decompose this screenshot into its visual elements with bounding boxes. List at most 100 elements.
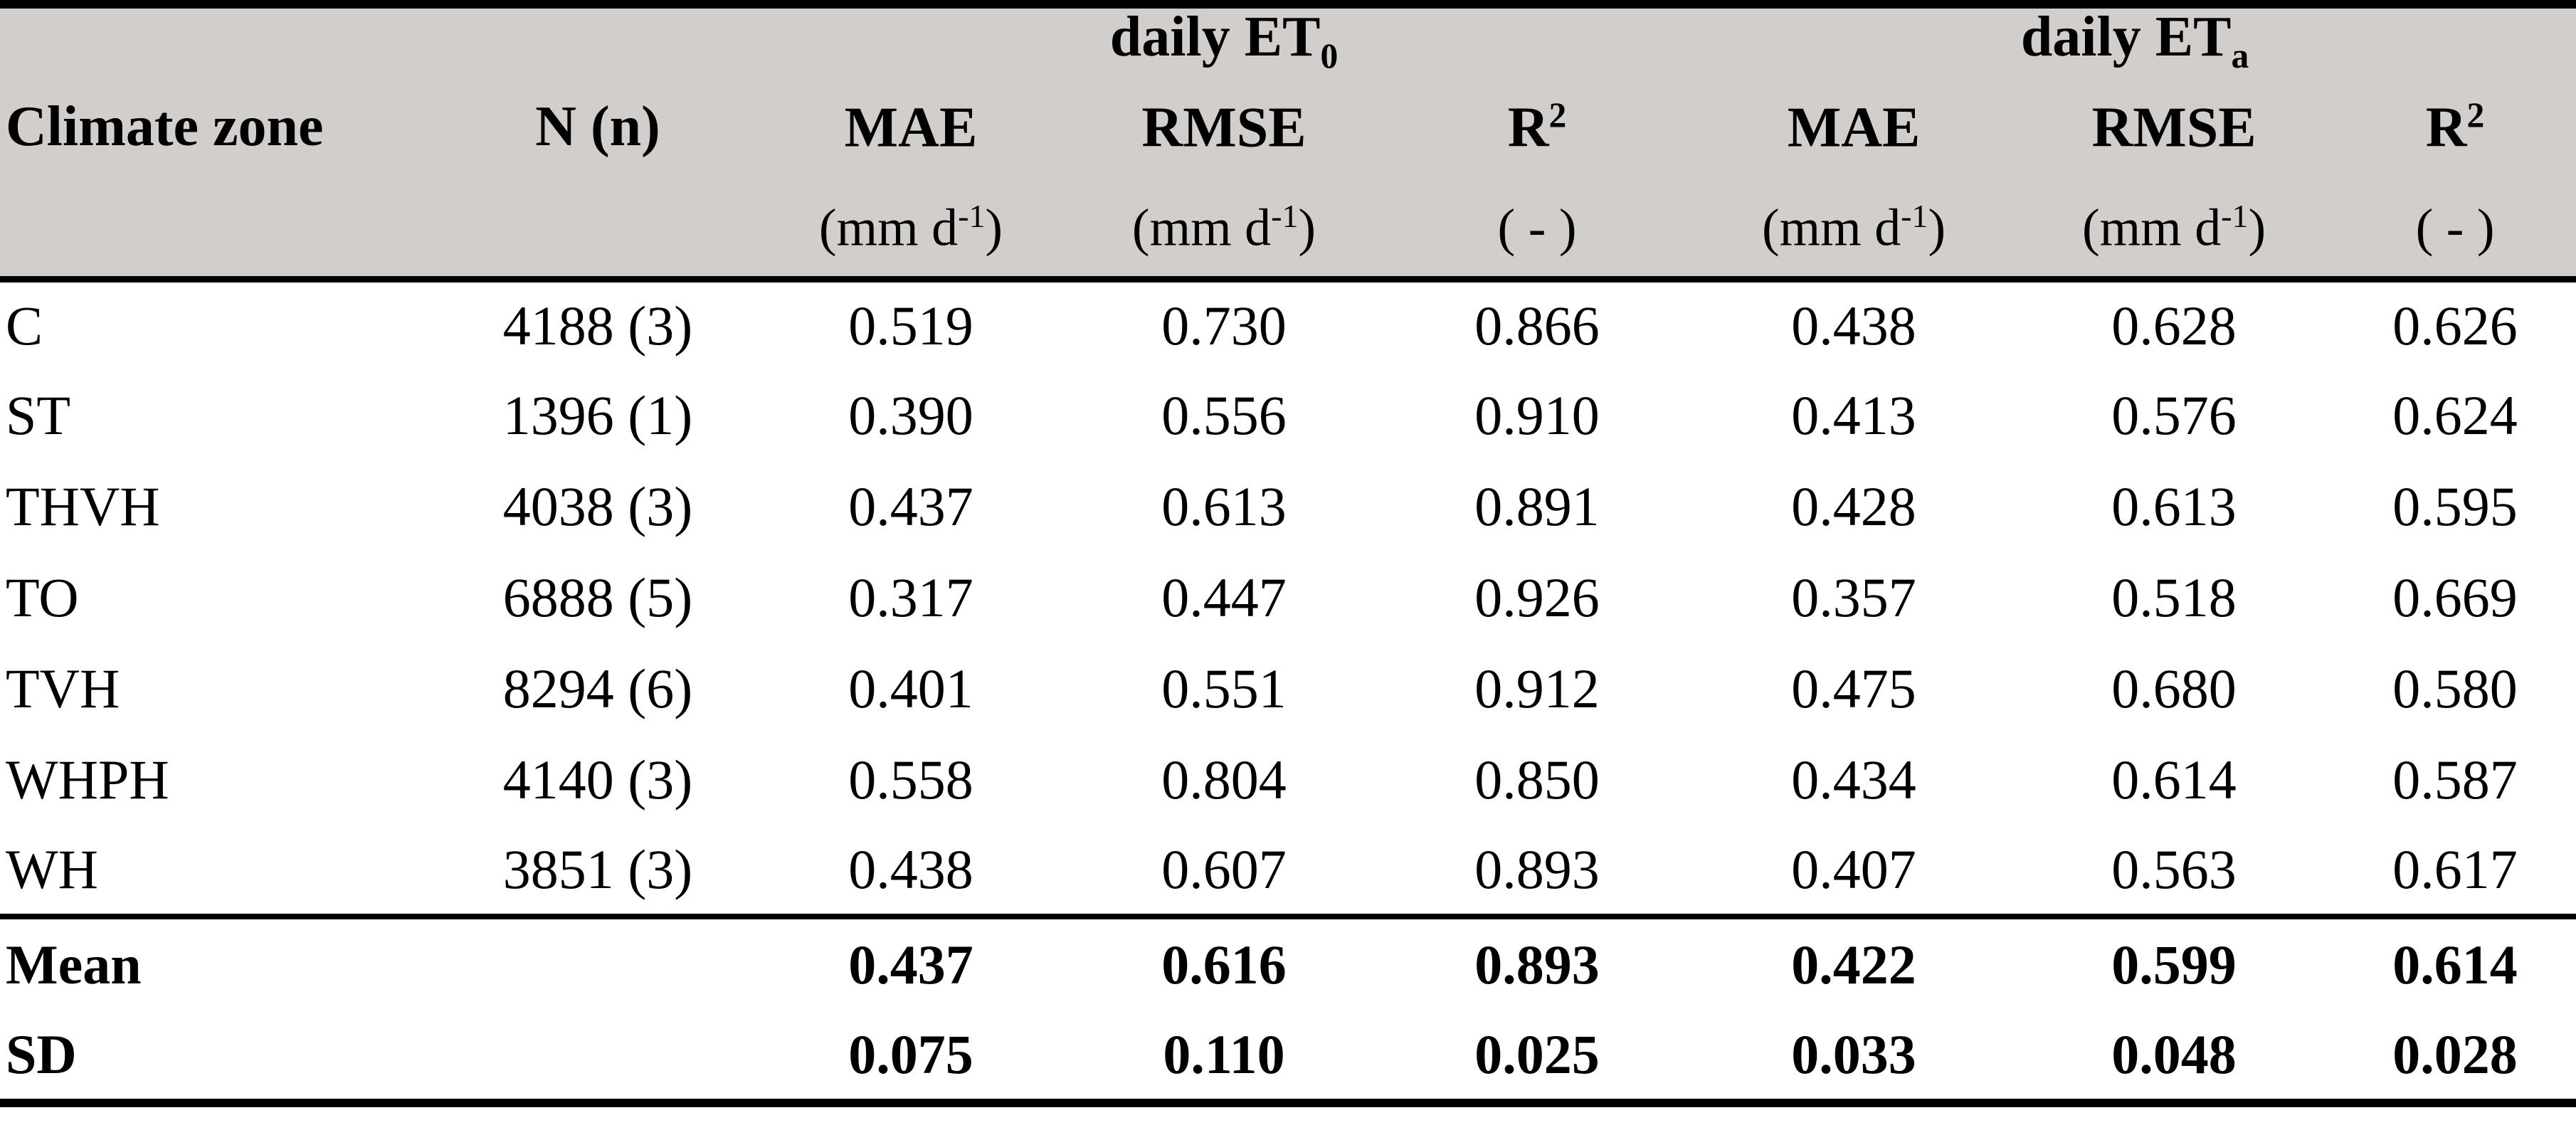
table-cell: 0.518 xyxy=(2111,566,2237,628)
table-cell: 0.407 xyxy=(1791,838,1916,900)
unit-text: (mm d xyxy=(818,199,959,258)
table-cell: 6888 (5) xyxy=(502,566,693,628)
unit-rmse-eta: (mm d-1) xyxy=(2014,179,2335,282)
table-cell: 0.434 xyxy=(1791,749,1916,810)
table-cell: 0.804 xyxy=(1161,749,1287,810)
unit-text: ) xyxy=(1928,199,1946,258)
table-cell: 1396 (1) xyxy=(502,384,693,446)
table-cell: 0.614 xyxy=(2334,914,2576,1010)
table-cell: 0.680 xyxy=(2111,658,2237,719)
row-label: THVH xyxy=(6,475,160,537)
row-label: WH xyxy=(6,838,98,900)
unit-text: (mm d xyxy=(1761,199,1901,258)
table-cell: 0.317 xyxy=(848,566,973,628)
table-cell: 0.576 xyxy=(2111,384,2237,446)
group-label-et0: daily ET xyxy=(1109,6,1321,69)
table-cell: 0.028 xyxy=(2392,1023,2518,1085)
table-cell: 4140 (3) xyxy=(502,749,693,810)
table-cell: 0.048 xyxy=(2111,1023,2237,1085)
table-cell: 0.617 xyxy=(2392,838,2518,900)
metric-label: R xyxy=(1507,96,1549,159)
table-cell: 0.912 xyxy=(1474,658,1600,719)
table-cell: 0.613 xyxy=(1161,475,1287,537)
spacer-cell xyxy=(0,179,441,282)
group-label-eta-subscript: a xyxy=(2231,36,2249,76)
table-cell: 0.893 xyxy=(1474,838,1600,900)
row-label: TO xyxy=(6,566,79,628)
table-cell: 0.624 xyxy=(2392,384,2518,446)
unit-text: ( - ) xyxy=(2415,199,2495,258)
table-cell: 0.626 xyxy=(2392,295,2518,357)
spacer-cell xyxy=(441,179,754,282)
spacer-cell xyxy=(441,4,754,74)
unit-superscript: -1 xyxy=(958,198,986,235)
table-cell: 0.447 xyxy=(1161,566,1287,628)
table-cell: 0.357 xyxy=(1791,566,1916,628)
table-row-c: C 4188 (3) 0.519 0.730 0.866 0.438 0.628… xyxy=(0,279,2576,370)
table-cell: 0.614 xyxy=(2111,749,2237,810)
metric-header-row: Climate zone N (n) MAE RMSE R2 MAE RMSE … xyxy=(0,74,2576,179)
row-label: Mean xyxy=(0,914,441,1010)
table-cell: 0.616 xyxy=(1067,914,1381,1010)
table-cell: 0.075 xyxy=(848,1023,973,1085)
table-cell: 0.595 xyxy=(2392,475,2518,537)
table-cell: 0.551 xyxy=(1161,658,1287,719)
metric-label: RMSE xyxy=(2091,96,2256,159)
table-cell: 0.556 xyxy=(1161,384,1287,446)
table-cell: 0.563 xyxy=(2111,838,2237,900)
group-header-daily-eta: daily ETa xyxy=(1694,4,2576,74)
unit-mae-eta: (mm d-1) xyxy=(1694,179,2015,282)
table-cell: 0.891 xyxy=(1474,475,1600,537)
summary-row-sd: SD 0.075 0.110 0.025 0.033 0.048 0.028 xyxy=(0,1010,2576,1103)
table-cell xyxy=(441,914,754,1010)
row-label: TVH xyxy=(6,658,120,719)
unit-mae-et0: (mm d-1) xyxy=(754,179,1067,282)
row-label: C xyxy=(6,295,43,357)
table-cell: 3851 (3) xyxy=(502,838,693,900)
table-cell: 0.893 xyxy=(1381,914,1694,1010)
table-cell: 0.110 xyxy=(1163,1023,1285,1085)
table-cell: 0.910 xyxy=(1474,384,1600,446)
table-cell: 0.580 xyxy=(2392,658,2518,719)
table-body: C 4188 (3) 0.519 0.730 0.866 0.438 0.628… xyxy=(0,279,2576,1103)
table-cell: 0.475 xyxy=(1791,658,1916,719)
metric-superscript: 2 xyxy=(1548,95,1567,134)
table-cell: 0.519 xyxy=(848,295,973,357)
table-cell: 0.401 xyxy=(848,658,973,719)
unit-rmse-et0: (mm d-1) xyxy=(1067,179,1381,282)
unit-text: ) xyxy=(1298,199,1316,258)
table-row-thvh: THVH 4038 (3) 0.437 0.613 0.891 0.428 0.… xyxy=(0,461,2576,552)
col-header-rmse-et0: RMSE xyxy=(1067,74,1381,179)
table-cell: 0.422 xyxy=(1694,914,2015,1010)
table-row-whph: WHPH 4140 (3) 0.558 0.804 0.850 0.434 0.… xyxy=(0,734,2576,825)
table-cell: 0.628 xyxy=(2111,295,2237,357)
unit-text: ) xyxy=(985,199,1003,258)
table-row-tvh: TVH 8294 (6) 0.401 0.551 0.912 0.475 0.6… xyxy=(0,643,2576,734)
table-cell: 4188 (3) xyxy=(502,295,693,357)
table-cell: 0.850 xyxy=(1474,749,1600,810)
table-cell: 0.438 xyxy=(1791,295,1916,357)
table-cell: 0.025 xyxy=(1474,1023,1600,1085)
group-header-row: daily ET0 daily ETa xyxy=(0,4,2576,74)
group-label-eta: daily ET xyxy=(2020,6,2232,69)
metric-superscript: 2 xyxy=(2466,95,2485,134)
table-cell: 0.599 xyxy=(2014,914,2335,1010)
table-cell: 0.607 xyxy=(1161,838,1287,900)
unit-superscript: -1 xyxy=(1271,198,1299,235)
row-label: WHPH xyxy=(6,749,169,810)
unit-text: ) xyxy=(2248,199,2266,258)
col-header-rmse-eta: RMSE xyxy=(2014,74,2334,179)
table-cell: 0.730 xyxy=(1161,295,1287,357)
table-row-wh: WH 3851 (3) 0.438 0.607 0.893 0.407 0.56… xyxy=(0,825,2576,917)
table-cell: 0.926 xyxy=(1474,566,1600,628)
unit-superscript: -1 xyxy=(1901,198,1928,235)
table-cell: 0.587 xyxy=(2392,749,2518,810)
unit-r2-eta: ( - ) xyxy=(2334,179,2576,282)
table-cell: 4038 (3) xyxy=(502,475,693,537)
table-header: daily ET0 daily ETa Climate zone N (n) M… xyxy=(0,4,2576,282)
unit-header-row: (mm d-1) (mm d-1) ( - ) (mm d-1) (mm d-1… xyxy=(0,179,2576,282)
table-row-to: TO 6888 (5) 0.317 0.447 0.926 0.357 0.51… xyxy=(0,552,2576,643)
table-cell: 8294 (6) xyxy=(502,658,693,719)
col-header-r2-et0: R2 xyxy=(1381,74,1694,179)
table-cell: 0.669 xyxy=(2392,566,2518,628)
